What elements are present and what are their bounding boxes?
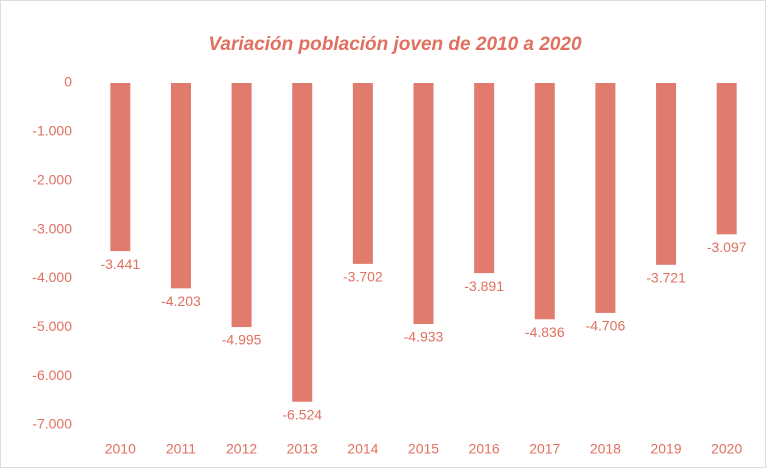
chart-title: Variación población joven de 2010 a 2020 [208, 34, 582, 55]
bar [110, 83, 131, 252]
x-tick-label: 2012 [226, 441, 257, 457]
bar [474, 83, 495, 274]
x-tick-label: 2019 [650, 441, 681, 457]
bar [413, 83, 434, 325]
bar [170, 83, 191, 289]
bar [595, 83, 616, 313]
bar [292, 83, 313, 402]
y-tick-label: -6.000 [32, 367, 72, 383]
x-tick-label: 2015 [408, 441, 439, 457]
value-label: -4.203 [161, 293, 201, 309]
x-tick-label: 2018 [590, 441, 621, 457]
bar [352, 83, 373, 264]
value-label: -3.441 [100, 256, 140, 272]
x-tick-label: 2013 [287, 441, 318, 457]
bar [656, 83, 677, 265]
value-label: -4.995 [222, 332, 262, 348]
x-tick-label: 2017 [529, 441, 560, 457]
y-tick-label: -5.000 [32, 318, 72, 334]
value-label: -3.891 [464, 278, 504, 294]
y-tick-label: -4.000 [32, 269, 72, 285]
y-tick-label: -7.000 [32, 416, 72, 432]
value-label: -4.706 [586, 318, 626, 334]
y-tick-label: -1.000 [32, 123, 72, 139]
x-tick-label: 2016 [469, 441, 500, 457]
bar [716, 83, 737, 235]
value-label: -3.721 [646, 270, 686, 286]
y-tick-label: -2.000 [32, 171, 72, 187]
x-tick-label: 2010 [105, 441, 136, 457]
value-label: -4.933 [404, 329, 444, 345]
y-tick-label: -3.000 [32, 220, 72, 236]
bar [231, 83, 252, 328]
value-label: -3.097 [707, 239, 747, 255]
bar [534, 83, 555, 320]
x-tick-label: 2011 [166, 441, 196, 457]
y-tick-label: 0 [64, 74, 72, 90]
value-label: -6.524 [282, 406, 322, 422]
x-tick-label: 2014 [347, 441, 378, 457]
value-label: -4.836 [525, 324, 565, 340]
x-tick-label: 2020 [711, 441, 742, 457]
value-label: -3.702 [343, 269, 383, 285]
